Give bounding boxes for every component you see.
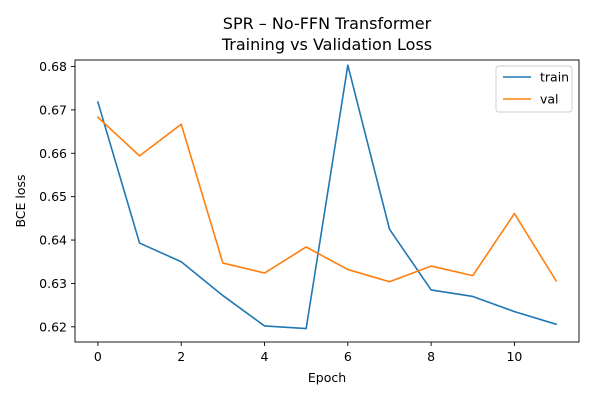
series-line-val <box>96 116 558 283</box>
legend-label-val: val <box>540 92 559 107</box>
y-tick-label: 0.65 <box>39 189 67 204</box>
legend-label-train: train <box>540 70 569 85</box>
x-axis-ticks: 0 2 4 6 8 10 <box>94 342 522 364</box>
y-axis-label: BCE loss <box>13 174 28 227</box>
plot-area <box>96 64 558 330</box>
x-axis-label: Epoch <box>308 370 346 385</box>
chart-title-line-2: Training vs Validation Loss <box>221 35 432 54</box>
x-tick-label: 2 <box>177 349 185 364</box>
axes-frame <box>74 59 580 343</box>
y-tick-label: 0.63 <box>39 276 67 291</box>
y-tick-label: 0.64 <box>39 233 67 248</box>
y-tick-label: 0.66 <box>39 146 67 161</box>
legend: train val <box>495 65 573 113</box>
x-tick-label: 6 <box>344 349 352 364</box>
y-tick-label: 0.68 <box>39 59 67 74</box>
y-tick-label: 0.62 <box>39 319 67 334</box>
y-tick-label: 0.67 <box>39 102 67 117</box>
x-tick-label: 8 <box>427 349 435 364</box>
chart-title-line-1: SPR – No-FFN Transformer <box>223 14 432 33</box>
x-tick-label: 0 <box>94 349 102 364</box>
x-tick-label: 4 <box>261 349 269 364</box>
series-line-train <box>96 64 558 330</box>
y-axis-ticks: 0.62 0.63 0.64 0.65 0.66 0.67 0.68 <box>39 59 75 334</box>
x-tick-label: 10 <box>506 349 522 364</box>
